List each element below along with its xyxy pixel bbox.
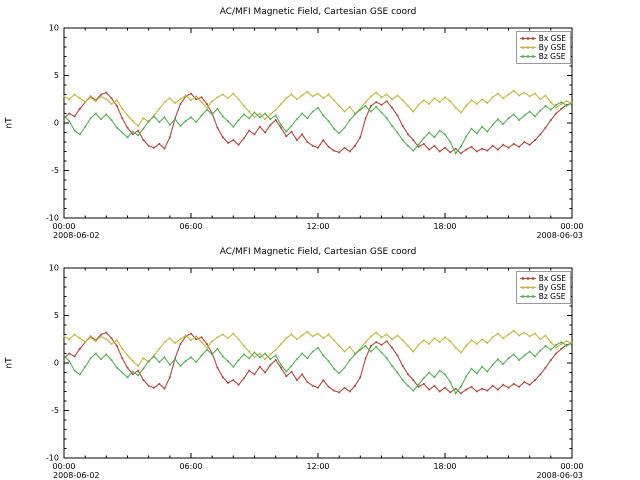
svg-text:18:00: 18:00 xyxy=(433,222,456,231)
y-tick-labels: 10 5 0 -5 -10 xyxy=(46,264,59,463)
x-date-labels: 2008-06-02 2008-06-03 xyxy=(53,231,583,240)
svg-text:0: 0 xyxy=(54,359,59,368)
by-series-marker xyxy=(519,284,536,291)
magnetic-field-panel-bottom: AC/MFI Magnetic Field, Cartesian GSE coo… xyxy=(0,240,640,480)
svg-text:18:00: 18:00 xyxy=(433,462,456,471)
svg-text:2008-06-03: 2008-06-03 xyxy=(537,231,584,240)
legend: Bx GSE By GSE Bz GSE xyxy=(515,271,571,304)
svg-text:00:00: 00:00 xyxy=(52,222,75,231)
x-tick-labels: 00:00 06:00 12:00 18:00 00:00 xyxy=(52,462,583,471)
bz-series-marker xyxy=(519,53,536,60)
legend-item-bz: Bz GSE xyxy=(519,52,566,61)
svg-text:-5: -5 xyxy=(51,166,59,175)
svg-text:12:00: 12:00 xyxy=(306,222,329,231)
legend: Bx GSE By GSE Bz GSE xyxy=(515,31,571,64)
legend-label-bx: Bx GSE xyxy=(538,274,566,283)
bz-series-line xyxy=(63,341,573,395)
svg-text:00:00: 00:00 xyxy=(560,222,583,231)
bx-series-marker xyxy=(519,35,536,42)
y-tick-labels: 10 5 0 -5 -10 xyxy=(46,24,59,223)
bx-series-marker xyxy=(519,275,536,282)
x-date-labels: 2008-06-02 2008-06-03 xyxy=(53,471,583,480)
legend-item-by: By GSE xyxy=(519,43,566,52)
legend-label-bz: Bz GSE xyxy=(538,292,566,301)
legend-item-bx: Bx GSE xyxy=(519,274,566,283)
bx-series-line xyxy=(63,331,573,395)
svg-text:10: 10 xyxy=(49,24,59,33)
svg-text:0: 0 xyxy=(54,119,59,128)
svg-text:06:00: 06:00 xyxy=(179,222,202,231)
svg-text:5: 5 xyxy=(54,311,59,320)
svg-text:2008-06-02: 2008-06-02 xyxy=(53,471,100,480)
svg-text:-5: -5 xyxy=(51,406,59,415)
svg-text:00:00: 00:00 xyxy=(560,462,583,471)
legend-item-bx: Bx GSE xyxy=(519,34,566,43)
legend-label-by: By GSE xyxy=(538,283,566,292)
chart-title: AC/MFI Magnetic Field, Cartesian GSE coo… xyxy=(219,7,417,17)
x-tick-labels: 00:00 06:00 12:00 18:00 00:00 xyxy=(52,222,583,231)
bz-series-line xyxy=(63,101,573,155)
legend-item-by: By GSE xyxy=(519,283,566,292)
magnetic-field-panel-top: AC/MFI Magnetic Field, Cartesian GSE coo… xyxy=(5,7,584,241)
legend-label-bz: Bz GSE xyxy=(538,52,566,61)
svg-text:2008-06-02: 2008-06-02 xyxy=(53,231,100,240)
svg-text:06:00: 06:00 xyxy=(179,462,202,471)
svg-text:2008-06-03: 2008-06-03 xyxy=(537,471,584,480)
legend-label-by: By GSE xyxy=(538,43,566,52)
svg-text:12:00: 12:00 xyxy=(306,462,329,471)
by-series-marker xyxy=(519,44,536,51)
svg-text:-10: -10 xyxy=(46,454,59,463)
svg-text:10: 10 xyxy=(49,264,59,273)
svg-text:-10: -10 xyxy=(46,214,59,223)
svg-text:00:00: 00:00 xyxy=(52,462,75,471)
axis-ticks xyxy=(63,27,573,219)
svg-text:5: 5 xyxy=(54,71,59,80)
bz-series-marker xyxy=(519,293,536,300)
legend-item-bz: Bz GSE xyxy=(519,292,566,301)
chart-title: AC/MFI Magnetic Field, Cartesian GSE coo… xyxy=(219,247,417,257)
legend-label-bx: Bx GSE xyxy=(538,34,566,43)
